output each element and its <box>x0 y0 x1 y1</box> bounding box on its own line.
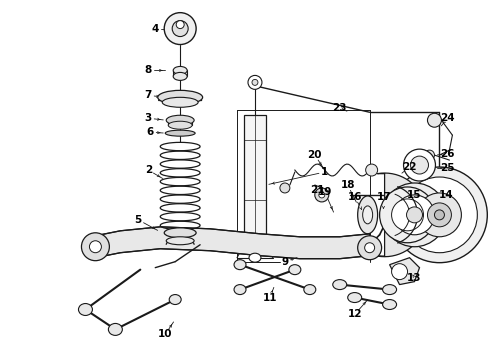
Circle shape <box>176 21 184 28</box>
Text: 6: 6 <box>147 127 154 137</box>
Text: 15: 15 <box>407 190 422 200</box>
Polygon shape <box>390 258 419 285</box>
Circle shape <box>424 163 435 173</box>
Circle shape <box>380 187 436 243</box>
Circle shape <box>365 243 375 253</box>
Ellipse shape <box>166 115 194 125</box>
Circle shape <box>366 164 378 176</box>
Text: 2: 2 <box>145 165 152 175</box>
Polygon shape <box>96 227 369 259</box>
Ellipse shape <box>383 285 396 294</box>
Ellipse shape <box>249 253 261 262</box>
Circle shape <box>407 207 422 223</box>
Ellipse shape <box>166 237 194 245</box>
Circle shape <box>252 80 258 85</box>
Ellipse shape <box>162 97 198 107</box>
Circle shape <box>427 113 441 127</box>
Ellipse shape <box>78 303 93 315</box>
Text: 18: 18 <box>341 180 355 190</box>
Text: 25: 25 <box>440 163 455 173</box>
Text: 12: 12 <box>347 310 362 319</box>
Ellipse shape <box>164 228 196 238</box>
Ellipse shape <box>348 293 362 302</box>
Circle shape <box>172 21 188 37</box>
Text: 4: 4 <box>151 24 159 33</box>
Ellipse shape <box>108 323 122 336</box>
Ellipse shape <box>333 280 347 289</box>
Circle shape <box>315 188 329 202</box>
Bar <box>244 115 266 245</box>
Ellipse shape <box>234 260 246 270</box>
Ellipse shape <box>173 72 187 80</box>
Circle shape <box>411 156 428 174</box>
Text: 16: 16 <box>347 192 362 202</box>
Text: 17: 17 <box>377 192 392 202</box>
Circle shape <box>392 167 488 263</box>
Circle shape <box>404 149 436 181</box>
Ellipse shape <box>304 285 316 294</box>
Circle shape <box>424 150 435 160</box>
Text: 19: 19 <box>318 187 332 197</box>
Circle shape <box>358 236 382 260</box>
Ellipse shape <box>383 300 396 310</box>
Circle shape <box>435 210 444 220</box>
Circle shape <box>90 241 101 253</box>
Ellipse shape <box>289 265 301 275</box>
Text: 7: 7 <box>145 90 152 100</box>
Text: 13: 13 <box>407 273 422 283</box>
Circle shape <box>392 199 423 231</box>
Text: 3: 3 <box>145 113 152 123</box>
Text: 14: 14 <box>439 190 454 200</box>
Ellipse shape <box>358 196 378 234</box>
Text: 5: 5 <box>135 215 142 225</box>
Text: 10: 10 <box>158 329 172 339</box>
Circle shape <box>248 75 262 89</box>
Text: 26: 26 <box>440 149 455 159</box>
Circle shape <box>394 195 435 235</box>
Ellipse shape <box>158 90 203 104</box>
Ellipse shape <box>234 285 246 294</box>
Circle shape <box>417 193 462 237</box>
Circle shape <box>401 177 477 253</box>
Polygon shape <box>377 173 426 257</box>
Text: 8: 8 <box>145 66 152 76</box>
Circle shape <box>280 183 290 193</box>
Text: 21: 21 <box>311 185 325 195</box>
Text: 22: 22 <box>402 162 417 172</box>
Text: 1: 1 <box>321 167 328 177</box>
Text: 24: 24 <box>440 113 455 123</box>
Circle shape <box>81 233 109 261</box>
Circle shape <box>392 264 408 280</box>
Ellipse shape <box>165 130 195 136</box>
Text: 11: 11 <box>263 293 277 302</box>
Ellipse shape <box>169 294 181 305</box>
Ellipse shape <box>173 67 187 75</box>
Circle shape <box>164 13 196 45</box>
Ellipse shape <box>363 206 372 224</box>
Text: 23: 23 <box>333 103 347 113</box>
Circle shape <box>383 183 446 247</box>
Ellipse shape <box>168 121 192 129</box>
Circle shape <box>319 192 325 198</box>
Polygon shape <box>159 93 202 100</box>
Text: 20: 20 <box>308 150 322 160</box>
Text: 9: 9 <box>281 257 289 267</box>
Circle shape <box>427 203 451 227</box>
